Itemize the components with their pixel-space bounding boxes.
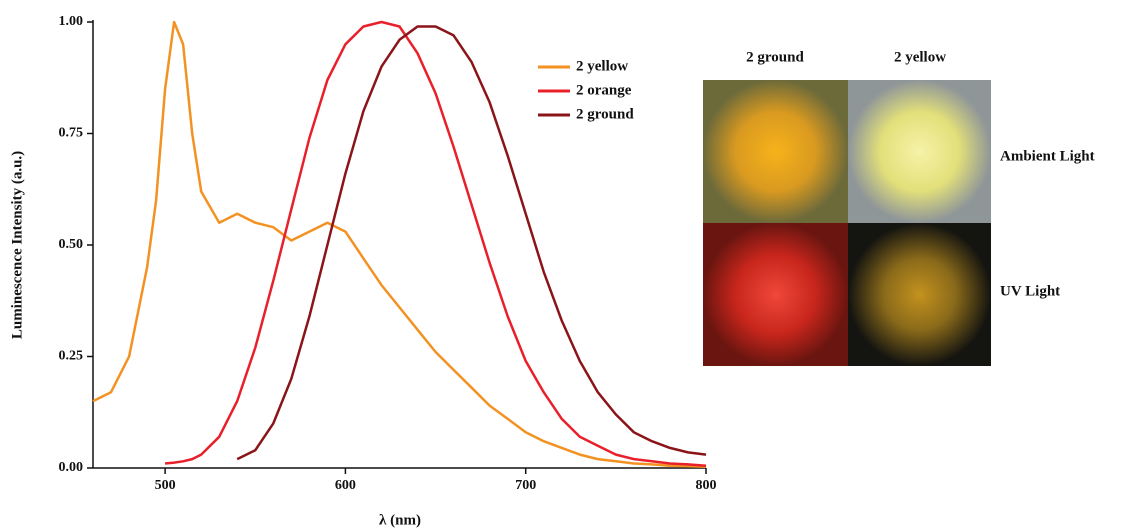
photo-column-label: 2 yellow xyxy=(894,49,946,65)
photo xyxy=(848,80,991,223)
photo-row-label: Ambient Light xyxy=(1000,148,1095,164)
y-tick-label: 1.00 xyxy=(59,14,84,29)
legend-label: 2 orange xyxy=(576,82,632,98)
line xyxy=(164,20,707,468)
photo-row-label: UV Light xyxy=(1000,283,1060,299)
line xyxy=(236,25,707,461)
photo xyxy=(703,80,848,223)
y-tick-label: 0.75 xyxy=(59,126,84,141)
x-tick-label: 700 xyxy=(515,478,536,493)
y-tick-label: 0.00 xyxy=(59,460,84,475)
x-tick-label: 800 xyxy=(696,478,717,493)
y-axis-label: Luminescence Intensity (a.u.) xyxy=(9,151,25,339)
legend-label: 2 yellow xyxy=(576,58,628,74)
photo-column-label: 2 ground xyxy=(746,49,804,65)
x-axis-label: λ (nm) xyxy=(379,512,421,528)
x-tick-label: 600 xyxy=(335,478,356,493)
y-tick-label: 0.25 xyxy=(59,349,84,364)
legend-label: 2 ground xyxy=(576,106,634,122)
photo xyxy=(703,223,848,366)
x-tick-label: 500 xyxy=(155,478,176,493)
y-tick-label: 0.50 xyxy=(59,237,84,252)
line xyxy=(92,20,707,468)
photo xyxy=(848,223,991,366)
